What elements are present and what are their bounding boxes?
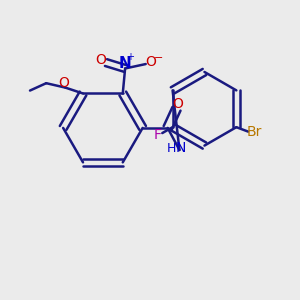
Text: O: O	[95, 53, 106, 67]
Text: H: H	[167, 142, 176, 155]
Text: −: −	[153, 52, 163, 63]
Text: O: O	[146, 55, 157, 69]
Text: F: F	[154, 128, 162, 142]
Text: O: O	[58, 76, 69, 90]
Text: N: N	[176, 141, 186, 155]
Text: N: N	[119, 56, 131, 71]
Text: Br: Br	[247, 124, 262, 139]
Text: O: O	[172, 98, 183, 111]
Text: +: +	[126, 52, 134, 62]
